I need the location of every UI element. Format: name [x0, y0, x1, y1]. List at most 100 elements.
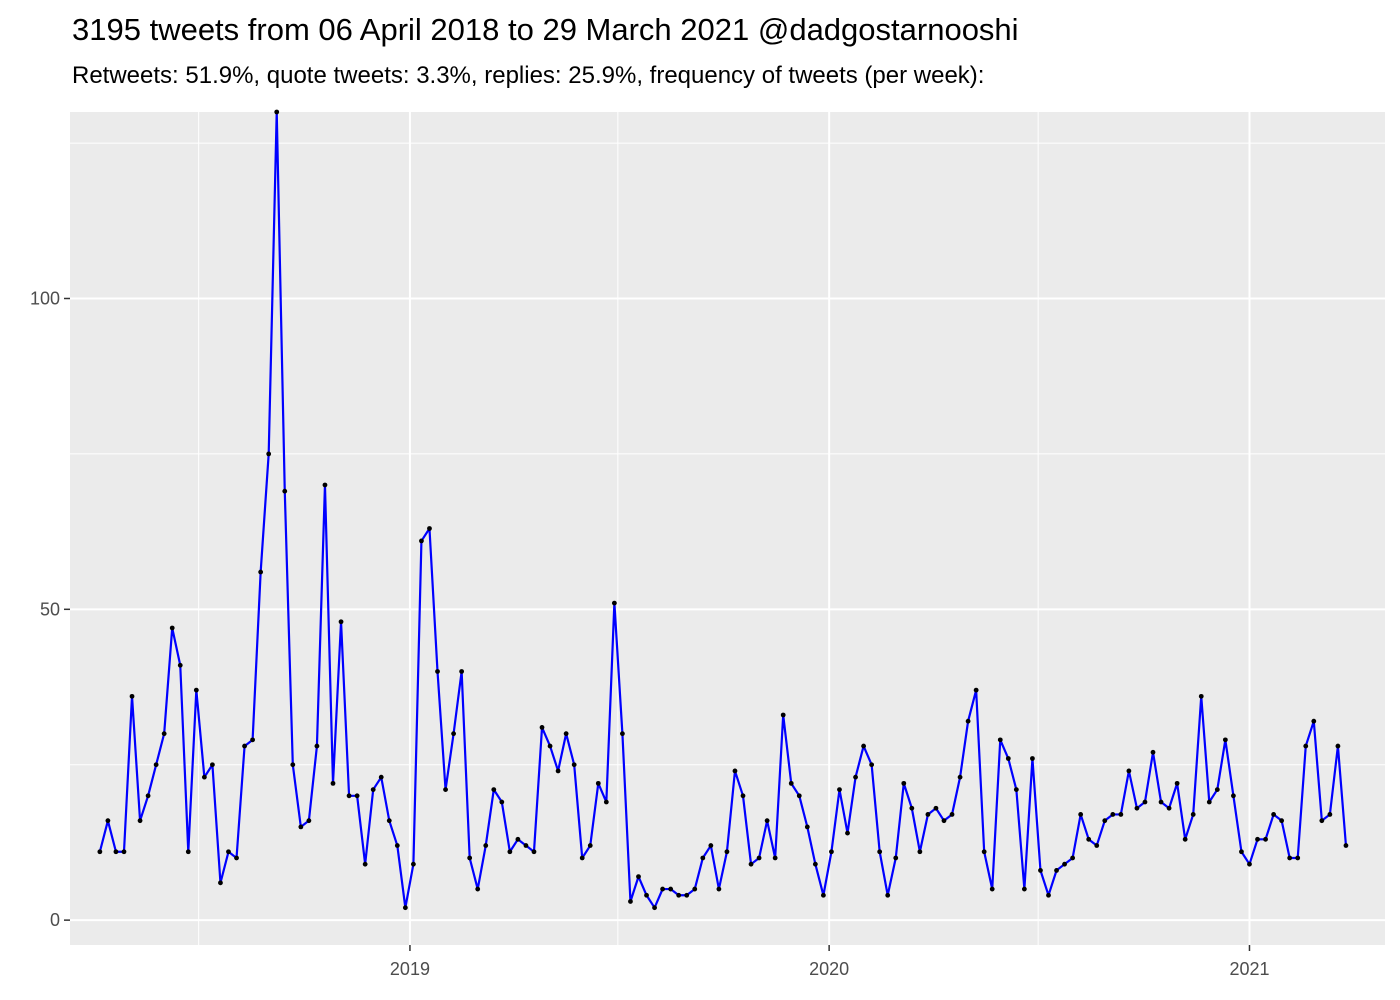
data-point	[997, 737, 1003, 743]
data-point	[716, 886, 722, 892]
data-point	[507, 849, 513, 855]
data-point	[628, 899, 633, 904]
data-point	[443, 787, 448, 792]
data-point	[949, 812, 955, 817]
data-point	[1231, 793, 1236, 799]
data-point	[161, 731, 167, 737]
data-point	[796, 793, 802, 799]
data-point	[1126, 768, 1132, 774]
data-point	[402, 905, 408, 911]
data-point	[266, 451, 272, 457]
data-point	[788, 780, 794, 786]
data-point	[362, 861, 368, 867]
data-point	[1038, 868, 1043, 873]
data-point	[121, 849, 127, 855]
data-point	[386, 818, 392, 824]
data-point	[933, 805, 939, 811]
data-point	[652, 905, 657, 911]
data-point	[748, 861, 754, 867]
data-point	[668, 886, 674, 892]
data-point	[965, 718, 971, 724]
data-point	[1198, 693, 1204, 699]
data-point	[531, 849, 537, 855]
data-point	[346, 793, 352, 799]
data-point	[1134, 805, 1140, 811]
data-point	[322, 482, 328, 488]
data-point	[989, 886, 995, 892]
data-point	[1255, 836, 1260, 842]
data-point	[1303, 743, 1309, 749]
data-point	[917, 849, 923, 855]
data-point	[732, 768, 738, 774]
data-point	[153, 762, 159, 768]
data-point	[193, 687, 199, 693]
data-point	[804, 824, 810, 830]
y-tick-label: 100	[30, 288, 60, 308]
data-point	[419, 538, 424, 544]
x-tick-label: 2019	[390, 959, 430, 979]
data-point	[290, 762, 296, 768]
data-point	[226, 849, 231, 855]
data-point	[451, 731, 456, 737]
data-point	[563, 731, 569, 737]
data-point	[1094, 843, 1100, 848]
data-point	[1102, 818, 1108, 824]
data-point	[459, 669, 465, 674]
data-point	[611, 600, 617, 606]
data-point	[1005, 756, 1011, 761]
data-point	[435, 669, 440, 674]
data-point	[306, 818, 312, 824]
data-point	[177, 662, 183, 668]
data-point	[210, 762, 215, 768]
data-point	[1319, 818, 1325, 824]
data-point	[909, 805, 915, 811]
data-point	[724, 849, 730, 855]
data-point	[1021, 886, 1027, 892]
data-point	[1118, 812, 1124, 817]
data-point	[1182, 836, 1188, 842]
data-point	[973, 687, 979, 693]
data-point	[1239, 849, 1244, 855]
data-point	[185, 849, 191, 855]
x-axis: 2019 2020 2021	[390, 945, 1270, 979]
data-point	[1142, 799, 1148, 805]
data-point	[700, 855, 706, 861]
data-point	[1054, 868, 1059, 873]
y-tick-label: 50	[40, 599, 60, 619]
data-point	[1078, 812, 1084, 817]
data-point	[829, 849, 834, 855]
data-point	[258, 569, 264, 575]
data-point	[129, 693, 135, 699]
minor-gridlines	[70, 112, 1385, 945]
data-point	[1070, 855, 1076, 861]
data-point	[499, 799, 505, 805]
data-point	[370, 787, 376, 792]
data-point	[274, 109, 280, 115]
data-point	[539, 725, 545, 730]
data-point	[660, 886, 666, 892]
data-point	[105, 818, 111, 824]
data-point	[1335, 743, 1341, 749]
data-point	[338, 619, 344, 625]
data-point	[467, 855, 473, 861]
data-point	[772, 855, 778, 861]
data-point	[169, 625, 175, 631]
data-point	[877, 849, 883, 855]
data-point	[113, 849, 119, 855]
data-point	[1311, 718, 1317, 724]
data-point	[1166, 805, 1172, 811]
data-point	[603, 799, 609, 805]
data-point	[234, 855, 239, 861]
data-point	[1343, 843, 1349, 848]
data-point	[242, 743, 247, 749]
chart-subtitle: Retweets: 51.9%, quote tweets: 3.3%, rep…	[72, 62, 985, 89]
data-point	[595, 780, 601, 786]
data-point	[571, 762, 577, 768]
data-point	[1287, 855, 1293, 861]
data-point	[394, 843, 400, 848]
data-point	[1030, 756, 1035, 761]
y-tick-label: 0	[50, 910, 60, 930]
data-point	[740, 793, 746, 799]
data-point	[1222, 737, 1228, 743]
